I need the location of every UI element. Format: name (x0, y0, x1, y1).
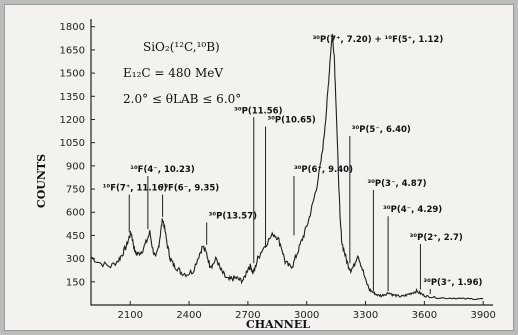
x-tick-label: 3900 (470, 310, 495, 321)
axes (90, 19, 493, 306)
axis-frame (90, 19, 493, 306)
peak-label: ³⁰P(6⁺, 9.40) (294, 165, 353, 175)
y-tick-label: 750 (66, 185, 85, 196)
x-axis-title: CHANNEL (246, 318, 310, 331)
y-tick-label: 1200 (60, 115, 85, 126)
y-tick-label: 1500 (60, 69, 85, 80)
peak-label: ³⁰P(2⁺, 2.7) (410, 233, 463, 243)
y-tick-label: 900 (66, 161, 85, 172)
x-tick-label: 3000 (294, 310, 319, 321)
spectrum-figure: 150 300 450 600 750 900 1050 1200 1350 1500 1650 18… (4, 4, 514, 331)
y-tick-label: 1350 (60, 92, 85, 103)
peak-label: ¹⁰F(6⁻, 9.35) (161, 184, 220, 194)
peak-label: ¹⁰F(4⁻, 10.23) (130, 165, 195, 175)
peak-label: ³⁰P(5⁻, 6.40) (352, 125, 411, 135)
ticks: 150 300 450 600 750 900 1050 1200 1350 1500 1650 18… (60, 22, 496, 321)
y-tick-label: 450 (66, 231, 85, 242)
peak-label: ³⁰P(10.65) (267, 116, 315, 126)
spectrum-trace (90, 33, 484, 301)
y-tick-label: 600 (66, 208, 85, 219)
peak-label: ³⁰P(7⁺, 7.20) + ¹⁰F(5⁺, 1.12) (313, 35, 444, 45)
x-tick-label: 2100 (117, 310, 142, 321)
y-axis-title: COUNTS (35, 154, 48, 208)
info-line-2: E₁₂C = 480 MeV (123, 66, 223, 80)
info-line-3: 2.0° ≤ θLAB ≤ 6.0° (123, 92, 241, 106)
spectrum-chart: 150 300 450 600 750 900 1050 1200 1350 1500 1650 18… (35, 19, 496, 331)
y-tick-label: 1650 (60, 45, 85, 56)
y-tick-label: 1800 (60, 22, 85, 33)
annotations: ¹⁰F(7⁺, 11.16) ¹⁰F(4⁻, 10.23) ¹⁰F(6⁻, 9.35… (103, 35, 483, 295)
info-box: SiO₂(¹²C,¹⁰B) E₁₂C = 480 MeV 2.0° ≤ θLAB… (123, 40, 241, 106)
y-tick-label: 150 (66, 277, 85, 288)
y-tick-label: 300 (66, 254, 85, 265)
peak-label: ³⁰P(4⁻, 4.29) (383, 205, 442, 215)
x-tick-label: 3300 (353, 310, 378, 321)
y-tick-label: 1050 (60, 138, 85, 149)
peak-label: ³⁰P(3⁺, 1.96) (423, 278, 482, 288)
x-tick-label: 2400 (176, 310, 201, 321)
peak-label: ¹⁰F(7⁺, 11.16) (103, 184, 168, 194)
peak-label: ³⁰P(13.57) (209, 211, 257, 221)
x-tick-label: 2700 (235, 310, 260, 321)
trace-layer (90, 33, 484, 301)
peak-label: ³⁰P(3⁻, 4.87) (367, 179, 426, 189)
x-tick-label: 3600 (412, 310, 437, 321)
info-line-1: SiO₂(¹²C,¹⁰B) (143, 40, 220, 54)
peak-label: ³⁰P(11.56) (234, 106, 282, 116)
